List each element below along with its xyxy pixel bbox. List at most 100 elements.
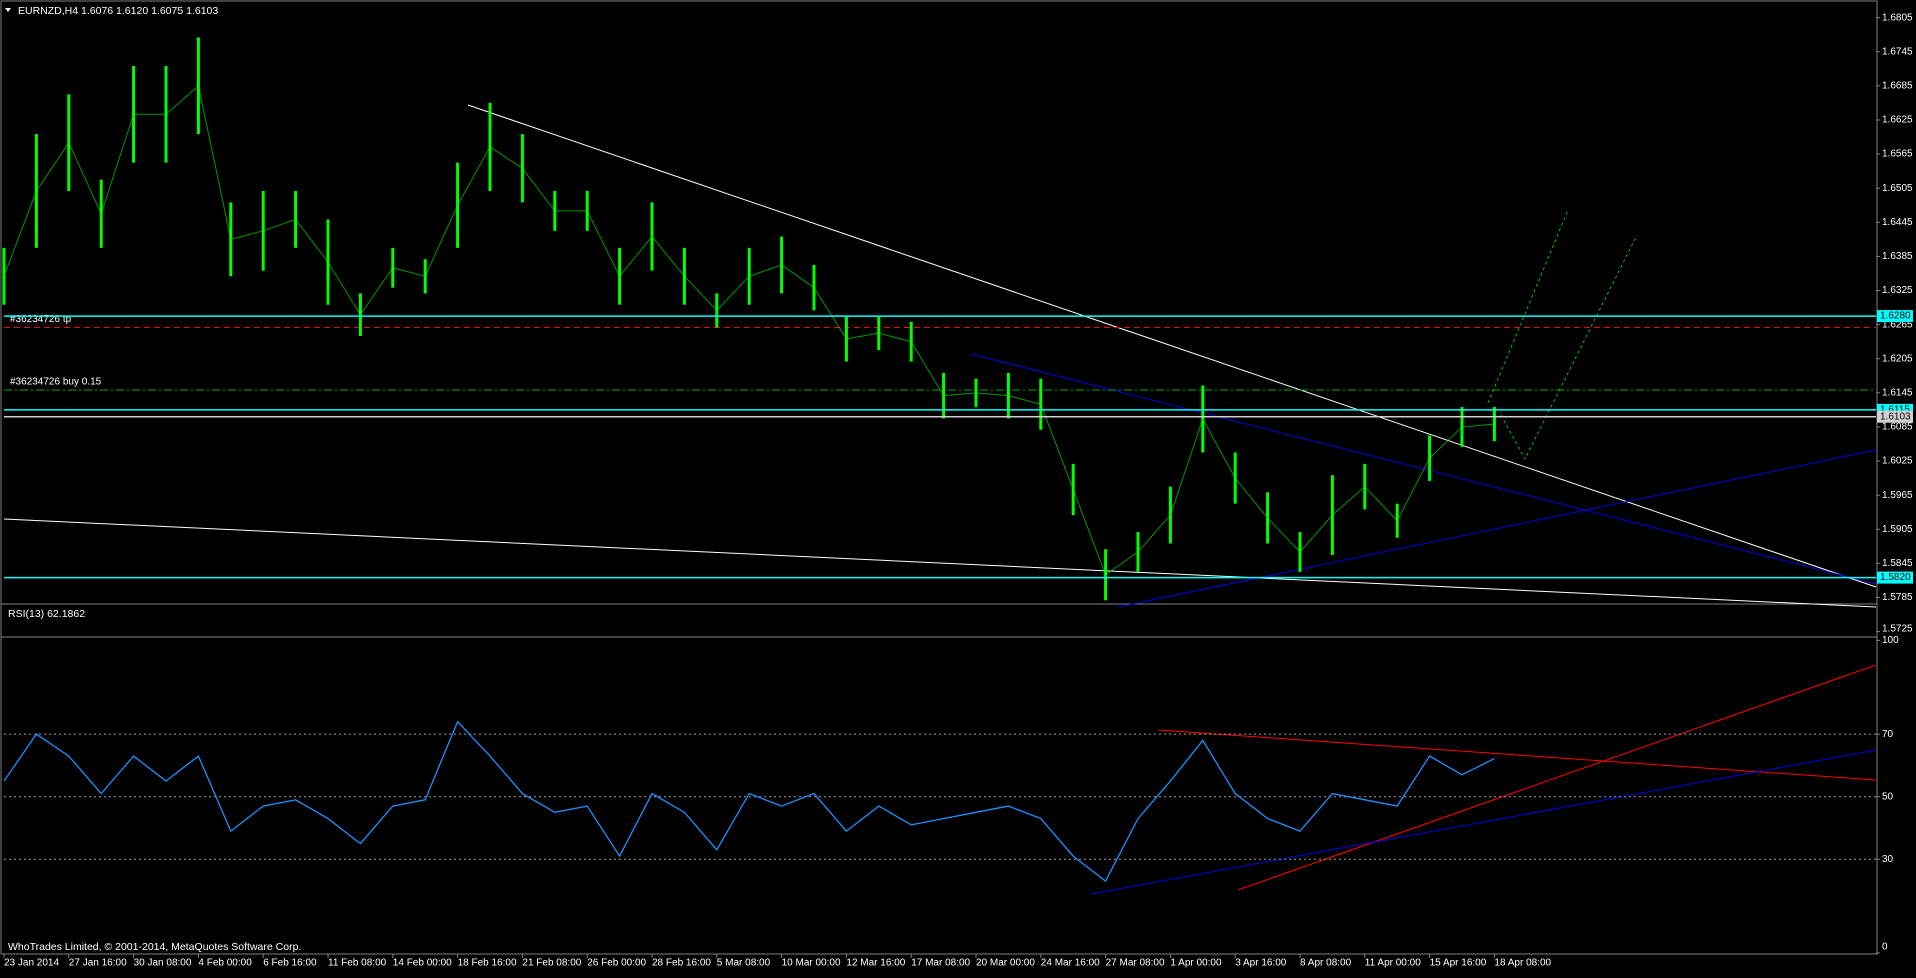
x-tick-label: 5 Mar 08:00 xyxy=(717,958,771,969)
y-tick-label: 1.6325 xyxy=(1882,285,1913,296)
price-wick xyxy=(910,341,945,396)
y-tick-label: 1.6145 xyxy=(1882,387,1913,398)
y-tick-label: 1.5965 xyxy=(1882,490,1913,501)
rsi-panel xyxy=(0,603,1878,955)
x-tick-label: 10 Mar 00:00 xyxy=(782,958,841,969)
price-wick xyxy=(1267,517,1301,553)
x-tick-label: 4 Feb 00:00 xyxy=(198,958,252,969)
price-wick xyxy=(813,287,847,340)
price-label-box xyxy=(1877,310,1913,323)
price-title: EURNZD,H4 1.6076 1.6120 1.6075 1.6103 xyxy=(18,5,218,17)
price-label-box xyxy=(1877,410,1913,423)
price-wick xyxy=(1396,457,1431,521)
y-tick-label: 1.6085 xyxy=(1882,422,1913,433)
y-tick-label: 1.6205 xyxy=(1882,353,1913,364)
x-tick-label: 18 Apr 08:00 xyxy=(1494,958,1551,969)
price-wick xyxy=(943,392,977,397)
y-tick-label: 0 xyxy=(1882,942,1888,953)
trendline xyxy=(3,518,1877,608)
y-tick-label: 1.5905 xyxy=(1882,524,1913,535)
x-tick-label: 8 Apr 08:00 xyxy=(1300,958,1352,969)
x-tick-label: 24 Mar 16:00 xyxy=(1041,958,1100,969)
y-tick-label: 1.6625 xyxy=(1882,115,1913,126)
copyright: WhoTrades Limited, © 2001-2014, MetaQuot… xyxy=(8,941,301,953)
y-tick-label: 1.6505 xyxy=(1882,183,1913,194)
price-wick xyxy=(359,267,394,315)
price-wick xyxy=(1072,489,1107,575)
x-tick-label: 14 Feb 00:00 xyxy=(393,958,452,969)
y-tick-label: 30 xyxy=(1882,854,1894,865)
y-tick-label: 1.6805 xyxy=(1882,12,1913,23)
y-tick-label: 1.6025 xyxy=(1882,456,1913,467)
y-tick-label: 1.6385 xyxy=(1882,251,1913,262)
x-tick-label: 11 Apr 00:00 xyxy=(1365,958,1421,969)
x-tick-label: 12 Mar 16:00 xyxy=(846,958,905,969)
x-tick-label: 11 Feb 08:00 xyxy=(328,958,387,969)
price-wick xyxy=(327,261,361,315)
price-wick xyxy=(1461,423,1495,428)
price-wick xyxy=(1169,418,1204,516)
price-label: 1.5820 xyxy=(1880,572,1911,583)
price-wick xyxy=(846,332,879,340)
price-wick xyxy=(781,264,815,289)
price-label-box xyxy=(1877,571,1913,584)
price-wick xyxy=(975,392,1009,397)
x-tick-label: 20 Mar 00:00 xyxy=(976,958,1035,969)
x-tick-label: 28 Feb 16:00 xyxy=(652,958,711,969)
price-wick xyxy=(1299,514,1333,553)
price-wick xyxy=(230,230,264,240)
x-tick-label: 30 Jan 08:00 xyxy=(134,958,192,969)
x-tick-label: 3 Apr 16:00 xyxy=(1235,958,1287,969)
y-tick-label: 1.6745 xyxy=(1882,46,1913,57)
price-wick xyxy=(1040,404,1074,490)
price-wick xyxy=(100,114,135,214)
y-tick-label: 50 xyxy=(1882,791,1894,802)
price-wick xyxy=(684,275,718,311)
x-tick-label: 26 Feb 00:00 xyxy=(587,958,646,969)
rsi-line xyxy=(3,720,1495,883)
trendline xyxy=(1157,729,1877,781)
price-wick xyxy=(522,167,556,212)
x-tick-label: 15 Apr 16:00 xyxy=(1430,958,1487,969)
order-label: #36234726 tp xyxy=(10,314,72,325)
collapse-arrow[interactable] xyxy=(5,8,11,12)
price-wick xyxy=(295,219,329,263)
price-wick xyxy=(1008,395,1041,405)
x-tick-label: 6 Feb 16:00 xyxy=(263,958,317,969)
price-wick xyxy=(392,267,426,277)
price-wick xyxy=(619,236,653,277)
price-wick xyxy=(1234,477,1268,519)
x-tick-label: 27 Mar 08:00 xyxy=(1106,958,1165,969)
y-tick-label: 1.5845 xyxy=(1882,558,1913,569)
price-label: 1.6115 xyxy=(1880,405,1910,416)
price-wick xyxy=(457,146,491,206)
x-tick-label: 23 Jan 2014 xyxy=(4,958,59,969)
price-wick xyxy=(1429,426,1463,459)
x-tick-label: 27 Jan 16:00 xyxy=(69,958,127,969)
x-tick-label: 1 Apr 00:00 xyxy=(1170,958,1222,969)
price-wick xyxy=(1332,486,1366,516)
price-wick xyxy=(586,210,621,277)
price-wick xyxy=(878,332,912,343)
trendline xyxy=(1117,449,1877,608)
projection xyxy=(1487,209,1569,404)
price-wick xyxy=(197,85,232,240)
y-tick-label: 1.5785 xyxy=(1882,592,1913,603)
rsi-title: RSI(13) 62.1862 xyxy=(8,608,85,620)
y-tick-label: 1.6265 xyxy=(1882,319,1913,330)
price-wick xyxy=(35,142,70,192)
price-wick xyxy=(489,146,523,169)
y-tick-label: 70 xyxy=(1882,729,1894,740)
price-wick xyxy=(651,236,685,277)
rsi-trendlines xyxy=(1090,664,1877,895)
y-tick-label: 1.6565 xyxy=(1882,149,1913,160)
price-wick xyxy=(68,142,102,214)
price-label: 1.6103 xyxy=(1880,411,1911,422)
price-wick xyxy=(263,218,296,232)
trendline xyxy=(1090,749,1877,895)
y-tick-label: 100 xyxy=(1882,635,1899,646)
x-tick-label: 21 Feb 08:00 xyxy=(522,958,581,969)
y-tick-label: 1.6685 xyxy=(1882,81,1913,92)
trendline xyxy=(467,104,1877,588)
trendline xyxy=(1237,664,1877,891)
